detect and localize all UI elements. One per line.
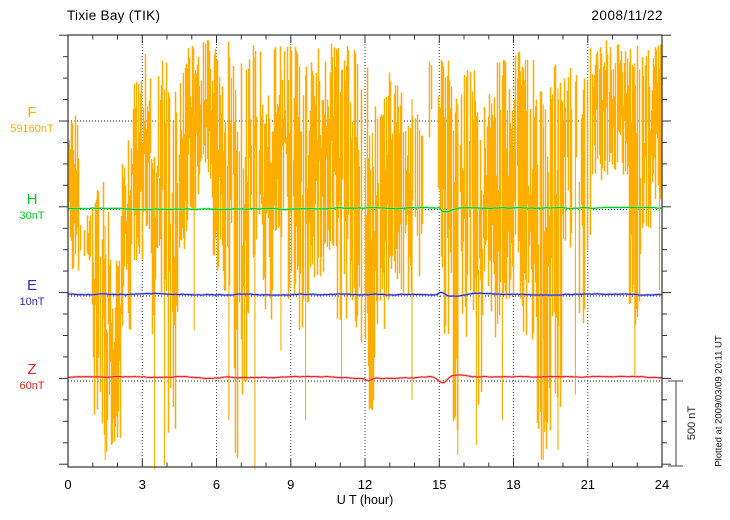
svg-text:15: 15	[432, 477, 446, 492]
z-trace	[67, 374, 663, 384]
svg-text:12: 12	[358, 477, 372, 492]
channel-label-h: H	[26, 191, 38, 208]
plot-footnote: Plotted at 2009/03/09 20:11 UT	[713, 335, 725, 467]
svg-text:3: 3	[139, 477, 146, 492]
date-label: 2008/11/22	[591, 8, 663, 23]
page-title: Tixie Bay (TIK)	[67, 8, 161, 23]
channel-baseline-h: 30nT	[19, 210, 45, 222]
svg-text:0: 0	[64, 477, 71, 492]
channel-baseline-e: 10nT	[19, 296, 45, 308]
scale-bar-label: 500 nT	[686, 405, 698, 441]
svg-text:18: 18	[506, 477, 520, 492]
svg-text:21: 21	[581, 477, 595, 492]
x-tick-labels: 0 3 6 9 12 15 18 21 24	[64, 477, 669, 492]
channel-baseline-z: 60nT	[19, 380, 45, 392]
channel-label-f: F	[27, 104, 37, 121]
x-ticks	[67, 35, 663, 467]
channel-label-z: Z	[27, 361, 37, 378]
svg-text:6: 6	[213, 477, 220, 492]
scale-bar	[668, 380, 683, 467]
y-ticks	[59, 34, 671, 465]
f-trace-spikes	[104, 54, 661, 470]
h-trace	[67, 206, 663, 213]
x-axis-label: U T (hour)	[336, 493, 394, 507]
channel-baseline-f: 59160nT	[10, 123, 54, 135]
svg-text:9: 9	[287, 477, 294, 492]
e-trace	[67, 291, 663, 297]
channel-label-e: E	[26, 277, 37, 294]
svg-text:24: 24	[655, 477, 669, 492]
